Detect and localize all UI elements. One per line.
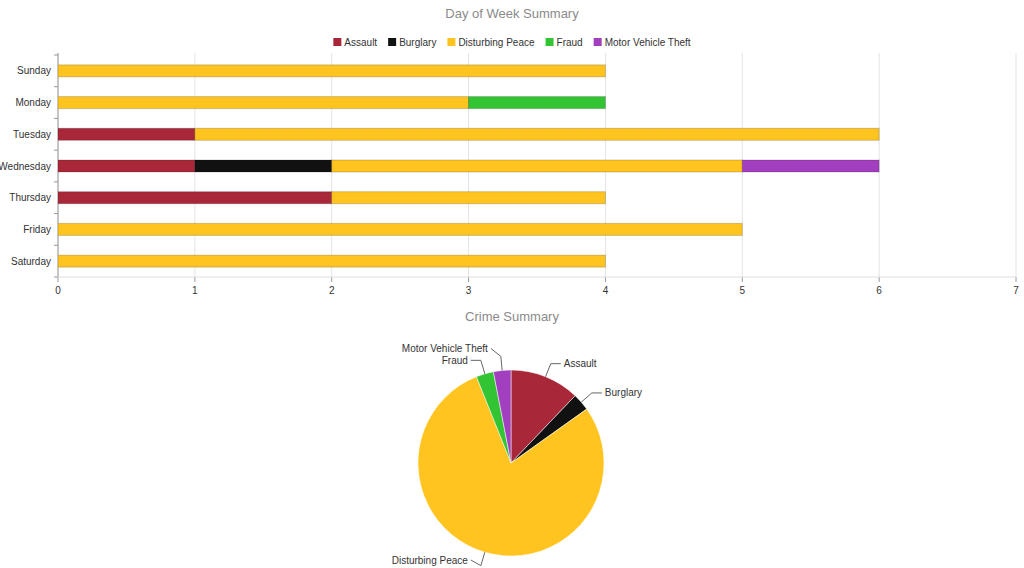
tick-mark: [194, 277, 195, 282]
legend-swatch: [333, 38, 341, 46]
chart-canvas: Day of Week Summary 0 1 2 3 4 5 6 7 Sunday Monday T…: [0, 0, 1024, 568]
tick-mark: [605, 277, 606, 282]
x-tick-label: 7: [1013, 285, 1019, 296]
category-tick: [54, 86, 58, 87]
x-tick-label: 3: [466, 285, 472, 296]
y-tick-label: Monday: [15, 97, 51, 108]
bar-segment: [58, 255, 605, 267]
tick-mark: [468, 277, 469, 282]
tick-mark: [331, 277, 332, 282]
category-tick: [54, 277, 58, 278]
slice-label: Assault: [564, 358, 597, 369]
bar-segment: [742, 160, 879, 172]
leader-line: [471, 360, 485, 373]
legend-swatch: [594, 38, 602, 46]
slice-label: Motor Vehicle Theft: [402, 343, 488, 354]
legend-swatch: [447, 38, 455, 46]
bar-segment: [332, 160, 743, 172]
x-tick-label: 0: [55, 285, 61, 296]
legend-label: Fraud: [557, 37, 583, 48]
y-tick-label: Sunday: [17, 65, 51, 76]
bar-segment: [195, 160, 332, 172]
y-tick-label: Tuesday: [13, 129, 51, 140]
category-tick: [54, 55, 58, 56]
bar-segment: [195, 128, 879, 140]
y-tick-label: Thursday: [9, 192, 51, 203]
legend-label: Assault: [344, 37, 377, 48]
slice-label: Burglary: [605, 387, 642, 398]
bar-segment: [332, 192, 606, 204]
chart-title: Crime Summary: [465, 309, 559, 324]
legend-label: Disturbing Peace: [458, 37, 535, 48]
x-tick-label: 4: [603, 285, 609, 296]
tick-mark: [1016, 277, 1017, 282]
pie: [418, 370, 604, 556]
legend-swatch: [546, 38, 554, 46]
category-tick: [54, 118, 58, 119]
category-tick: [54, 213, 58, 214]
leader-line: [491, 348, 502, 370]
x-tick-label: 2: [329, 285, 335, 296]
bar-segment: [58, 160, 195, 172]
bar-segment: [469, 97, 606, 109]
y-tick-label: Friday: [23, 224, 51, 235]
pie-slice: [493, 370, 511, 463]
bar-segment: [58, 223, 742, 235]
legend-label: Motor Vehicle Theft: [605, 37, 691, 48]
bars: [58, 65, 879, 267]
slice-label: Disturbing Peace: [392, 555, 469, 566]
category-tick: [54, 150, 58, 151]
x-tick-label: 1: [192, 285, 198, 296]
leader-line: [546, 364, 561, 377]
legend-label: Burglary: [399, 37, 436, 48]
legend-swatch: [388, 38, 396, 46]
bar-segment: [58, 97, 469, 109]
leader-line: [581, 393, 602, 402]
bar-segment: [58, 65, 605, 77]
category-tick: [54, 245, 58, 246]
tick-mark: [58, 277, 59, 282]
leader-line: [471, 552, 485, 565]
tick-mark: [879, 277, 880, 282]
x-axis-line: [58, 277, 1016, 278]
x-tick-label: 5: [740, 285, 746, 296]
chart-title: Day of Week Summary: [445, 6, 579, 21]
y-tick-label: Wednesday: [0, 161, 51, 172]
category-tick: [54, 181, 58, 182]
bar-segment: [58, 192, 332, 204]
y-tick-label: Saturday: [11, 256, 51, 267]
tick-mark: [742, 277, 743, 282]
legend: Assault Burglary Disturbing Peace Fraud Moto…: [333, 37, 691, 48]
grid: [58, 53, 1016, 282]
bar-segment: [58, 128, 195, 140]
grid-line: [1016, 53, 1017, 277]
slice-label: Fraud: [442, 355, 468, 366]
x-tick-label: 6: [876, 285, 882, 296]
